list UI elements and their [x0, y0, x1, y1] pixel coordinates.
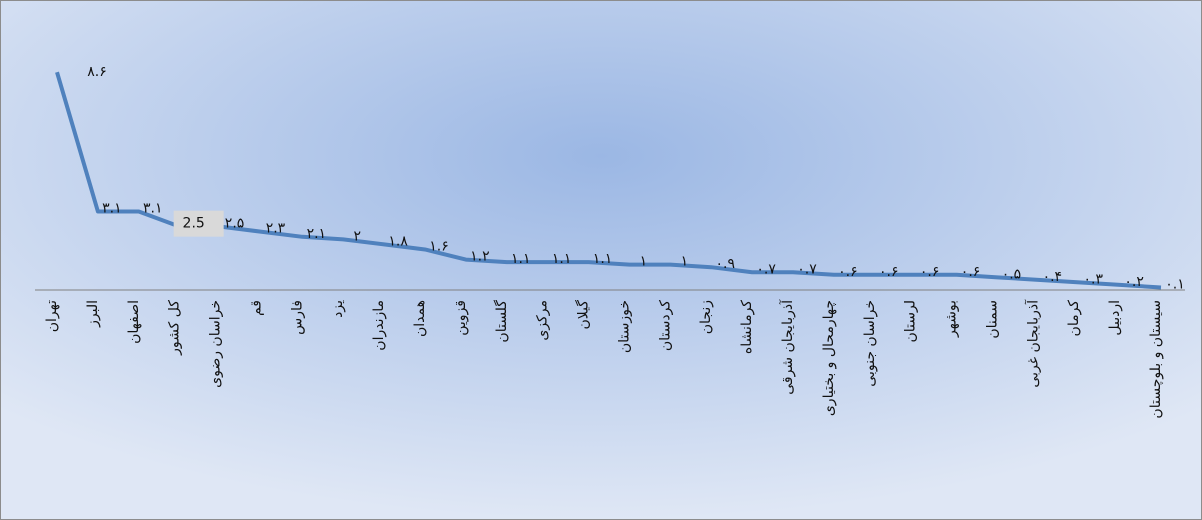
line [55, 71, 1162, 290]
x-tick-label: چهارمحال و بختیاری [821, 300, 837, 416]
data-label: ۲.۱ [307, 226, 327, 242]
x-tick-label: فارس [289, 300, 305, 335]
x-tick-label: خوزستان [616, 300, 632, 353]
data-label: ۲.۵ [225, 216, 245, 232]
data-label: ۰.۶ [879, 264, 899, 280]
data-label: ۱ [640, 254, 648, 270]
x-tick-label: قم [248, 300, 264, 316]
data-label: ۰.۴ [1043, 269, 1063, 285]
x-tick-label: همدان [412, 300, 428, 337]
data-label: ۰.۲ [1124, 274, 1144, 290]
x-tick-label: کردستان [657, 300, 673, 351]
data-label: 2.5 [183, 216, 205, 232]
x-tick-label: بوشهر [944, 300, 960, 338]
x-tick-label: کرمانشاه [739, 300, 755, 354]
x-tick-label: خراسان جنوبی [862, 300, 878, 387]
x-tick-label: البرز [85, 300, 101, 328]
data-label: ۳.۱ [102, 200, 122, 216]
label-highlight [173, 210, 224, 237]
data-label: ۰.۹ [715, 256, 735, 272]
data-label: ۱.۸ [388, 233, 408, 249]
x-tick-label: یزد [330, 300, 346, 318]
data-label: ۳.۱ [143, 200, 163, 216]
data-label: ۰.۵ [1002, 266, 1022, 282]
x-tick-label: آذربایجان شرقی [779, 299, 796, 395]
x-tick-label: آذربایجان غربی [1024, 299, 1041, 388]
x-tick-label: اردبیل [1107, 300, 1123, 336]
data-label: ۰.۷ [797, 261, 817, 277]
x-tick-label: سیستان و بلوچستان [1148, 300, 1164, 419]
x-tick-label: زنجان [698, 300, 714, 334]
data-label: ۰.۷ [756, 261, 776, 277]
data-label: ۱.۱ [511, 251, 531, 267]
x-tick-label: گیلان [575, 300, 592, 330]
data-label: ۱.۱ [593, 251, 613, 267]
x-tick-label: سمنان [984, 300, 1000, 339]
data-label: ۰.۶ [838, 264, 858, 280]
x-tick-label: اصفهان [126, 300, 142, 344]
data-label: ۱.۲ [470, 249, 490, 265]
data-label: ۰.۶ [961, 264, 981, 280]
x-tick-label: لرستان [903, 300, 919, 343]
data-label: ۲ [353, 228, 361, 244]
data-label: ۰.۶ [920, 264, 940, 280]
x-tick-label: تهران [44, 300, 60, 332]
data-label: ۱.۱ [552, 251, 572, 267]
x-tick-label: گلستان [493, 300, 510, 343]
x-tick-label: مازندران [371, 300, 387, 351]
x-tick-label: کل کشور [167, 300, 183, 356]
data-label: ۰.۳ [1083, 271, 1103, 287]
data-label: ۱.۶ [429, 238, 449, 254]
data-label: ۰.۱ [1165, 276, 1185, 292]
data-label: ۸.۶ [87, 64, 107, 80]
x-tick-label: خراسان رضوی [208, 300, 224, 388]
data-label: ۱ [681, 254, 689, 270]
x-tick-label: کرمان [1066, 300, 1082, 337]
x-tick-label: مرکزی [535, 300, 551, 341]
data-label: ۲.۳ [266, 221, 286, 237]
x-tick-label: قزوین [453, 300, 469, 336]
